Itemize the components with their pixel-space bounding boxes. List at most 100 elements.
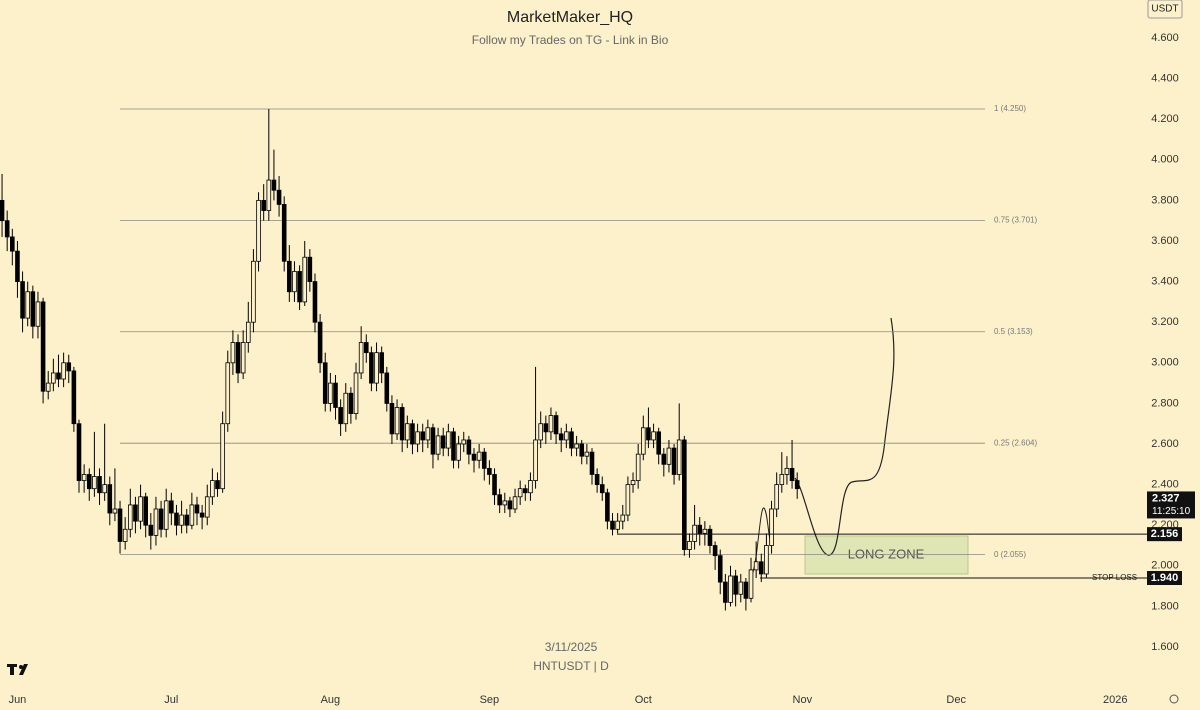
candle-body [584,451,590,457]
candle-body [189,504,195,526]
candle-body [758,561,764,575]
candle-body [717,555,723,583]
settings-icon[interactable] [1169,694,1179,704]
candle-body [394,407,400,435]
candle-body [420,431,426,441]
candle-body [333,382,338,408]
candle-body [410,423,415,445]
candle-body [553,415,559,435]
candle-body [86,474,92,490]
candle-body [4,220,10,238]
candle-body [40,301,46,392]
candle-body [630,480,636,486]
candle-body [25,291,31,319]
currency-button[interactable] [1147,0,1183,19]
x-tick-label: Oct [635,694,652,706]
candle-body [497,494,502,506]
price-tag-label: 1.940 [1151,572,1179,584]
candle-body [276,189,282,205]
candle-body [615,520,620,530]
candle-body [625,484,631,516]
candle-body [481,451,487,469]
candle-body [425,427,431,441]
x-tick-label: Sep [480,694,500,706]
candle-body [261,199,266,211]
candle-body [671,447,677,475]
candle-body [738,581,744,595]
candle-body [605,492,610,522]
y-tick-label: 2.800 [1151,397,1179,409]
candle-body [487,467,492,475]
candle-body [533,439,538,481]
candle-body [682,439,687,550]
candle-body [35,301,41,327]
candle-body [158,508,164,530]
candle-body [220,423,225,490]
candle-body [794,480,800,490]
candle-body [451,431,456,461]
candle-body [348,392,354,414]
candle-body [312,281,318,323]
candle-body [779,474,785,486]
candle-body [748,569,754,599]
candle-body [230,342,236,364]
candle-body [723,581,728,603]
candle-body [71,370,77,425]
candle-body [656,431,661,455]
candle-body [471,453,477,461]
y-tick-label: 2.400 [1151,479,1179,491]
candle-body [594,474,600,486]
candle-body [512,496,518,510]
last-price-label: 2.327 [1152,492,1180,504]
candle-body [174,512,179,526]
date-label: 3/11/2025 [545,640,598,654]
candle-body [456,443,461,461]
candle-body [143,496,148,526]
candle-body [297,271,302,303]
candle-body [169,500,174,514]
projection-path [794,317,895,556]
candle-body [235,342,241,374]
candle-body [692,524,697,542]
candle-body [517,488,523,498]
candle-body [112,508,118,514]
candle-body [153,508,159,536]
candle-body [440,435,446,449]
candle-body [194,504,200,514]
price-tag [1147,571,1182,586]
candle-body [225,362,231,425]
price-tag-label: 2.156 [1151,528,1179,540]
candle-body [389,403,395,435]
candle-body [76,423,82,481]
candle-body [199,512,205,518]
candle-body [251,260,256,323]
candle-body [538,423,543,441]
candle-body [256,199,261,262]
fib-label: 0.25 (2.604) [994,438,1037,447]
candle-body [764,545,769,575]
candle-body [292,271,297,293]
candle-body [107,484,113,514]
candle-body [528,480,533,494]
candle-body [702,528,708,534]
candle-body [384,372,390,404]
candle-body [204,496,210,518]
candle-body [61,362,66,380]
candle-body [66,362,72,372]
candle-body [20,281,25,319]
candle-body [405,423,410,441]
y-tick-label: 4.400 [1151,72,1179,84]
y-tick-label: 1.800 [1151,600,1179,612]
candle-body [271,179,277,191]
candle-body [281,204,287,262]
candle-body [338,407,343,425]
candle-body [92,476,97,490]
candle-body [307,256,313,282]
candle-body [579,443,585,457]
candle-body [769,508,774,546]
currency-label[interactable]: USDT [1151,4,1178,15]
candle-body [753,561,759,571]
candle-body [328,382,333,404]
y-tick-label: 4.200 [1151,113,1179,125]
